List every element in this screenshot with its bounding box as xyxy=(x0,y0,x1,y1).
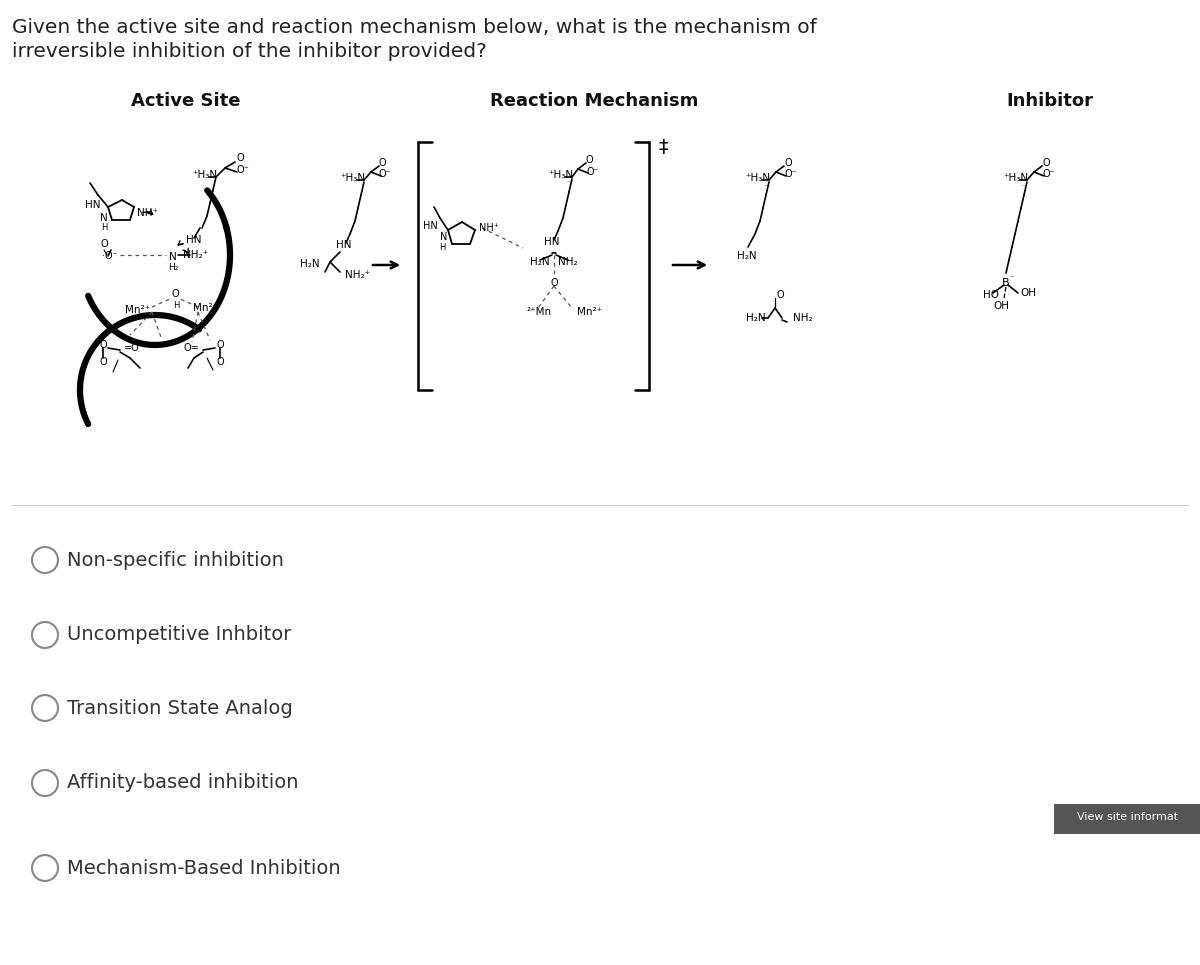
Text: Mn²⁺: Mn²⁺ xyxy=(126,305,150,315)
Text: O: O xyxy=(100,357,107,367)
Text: Reaction Mechanism: Reaction Mechanism xyxy=(490,92,698,110)
Text: HN: HN xyxy=(85,200,101,210)
Text: O=: O= xyxy=(184,343,199,353)
Text: ..: .. xyxy=(763,179,769,187)
Text: HN: HN xyxy=(186,235,202,245)
Text: O⁻: O⁻ xyxy=(379,169,391,179)
Text: ⁺H₃N: ⁺H₃N xyxy=(745,173,770,183)
FancyBboxPatch shape xyxy=(1054,804,1200,834)
Text: H: H xyxy=(439,243,445,253)
Text: B: B xyxy=(1002,278,1010,288)
Text: ·O⁻: ·O⁻ xyxy=(102,251,118,261)
Text: H₂N: H₂N xyxy=(746,313,766,323)
Text: Mechanism-Based Inhibition: Mechanism-Based Inhibition xyxy=(67,859,341,877)
Text: View site informat: View site informat xyxy=(1076,812,1178,822)
Text: H: H xyxy=(101,224,107,233)
Text: Inhibitor: Inhibitor xyxy=(1007,92,1093,110)
Text: H: H xyxy=(173,300,179,310)
Text: =O: =O xyxy=(124,343,139,353)
Text: NH₂: NH₂ xyxy=(558,257,578,267)
Text: OH: OH xyxy=(994,301,1009,311)
Text: O: O xyxy=(100,340,107,350)
Text: O: O xyxy=(776,290,784,300)
Text: Given the active site and reaction mechanism below, what is the mechanism of: Given the active site and reaction mecha… xyxy=(12,18,817,37)
Text: Non-specific inhibition: Non-specific inhibition xyxy=(67,550,284,569)
Text: NH₂⁺: NH₂⁺ xyxy=(346,270,370,280)
Text: O⁻: O⁻ xyxy=(587,167,599,177)
Text: ⁺H₃N: ⁺H₃N xyxy=(192,170,217,180)
Text: O: O xyxy=(784,158,792,168)
Text: ..: .. xyxy=(566,176,571,184)
Text: H₂: H₂ xyxy=(168,262,178,271)
Text: Uncompetitive Inhbitor: Uncompetitive Inhbitor xyxy=(67,625,292,645)
Text: ‡: ‡ xyxy=(658,139,668,157)
Text: ..: .. xyxy=(1021,179,1027,187)
Text: HN: HN xyxy=(544,237,559,247)
Text: O: O xyxy=(586,155,593,165)
Text: Mn²⁺: Mn²⁺ xyxy=(193,303,218,313)
Text: OH: OH xyxy=(1020,288,1036,298)
Text: Affinity-based inhibition: Affinity-based inhibition xyxy=(67,774,299,792)
Text: NH₂⁺: NH₂⁺ xyxy=(184,250,209,260)
Text: NH⁺: NH⁺ xyxy=(479,223,499,233)
Text: O: O xyxy=(101,239,108,249)
Text: NH⁺: NH⁺ xyxy=(137,208,158,218)
Text: ⁻: ⁻ xyxy=(1010,273,1014,283)
Text: ⁺H₃N: ⁺H₃N xyxy=(340,173,365,183)
Text: HN: HN xyxy=(424,221,438,231)
Text: O: O xyxy=(236,153,244,163)
Text: O: O xyxy=(550,278,558,288)
Text: O: O xyxy=(172,289,179,299)
Text: O⁻: O⁻ xyxy=(1043,169,1055,179)
Text: ²⁺Mn: ²⁺Mn xyxy=(526,307,551,317)
Text: NH₂: NH₂ xyxy=(793,313,812,323)
Text: O: O xyxy=(1042,158,1050,168)
Text: Transition State Analog: Transition State Analog xyxy=(67,699,293,718)
Text: O: O xyxy=(378,158,386,168)
Text: HO: HO xyxy=(983,290,998,300)
Text: O: O xyxy=(216,340,224,350)
Text: H₂N: H₂N xyxy=(737,251,757,261)
Text: ⁺H₃N: ⁺H₃N xyxy=(1003,173,1028,183)
Text: ⁺H₃N: ⁺H₃N xyxy=(548,170,574,180)
Text: HN: HN xyxy=(336,240,352,250)
Text: H₂N: H₂N xyxy=(300,259,320,269)
Text: N: N xyxy=(169,252,176,262)
Text: Mn²⁺: Mn²⁺ xyxy=(577,307,602,317)
Text: O: O xyxy=(216,357,224,367)
Text: O⁻: O⁻ xyxy=(785,169,797,179)
Text: irreversible inhibition of the inhibitor provided?: irreversible inhibition of the inhibitor… xyxy=(12,42,487,61)
Text: N: N xyxy=(100,213,108,223)
Text: Active Site: Active Site xyxy=(131,92,241,110)
Text: O⁻: O⁻ xyxy=(236,165,250,175)
Text: N: N xyxy=(440,232,448,242)
Text: H₂N: H₂N xyxy=(530,257,550,267)
